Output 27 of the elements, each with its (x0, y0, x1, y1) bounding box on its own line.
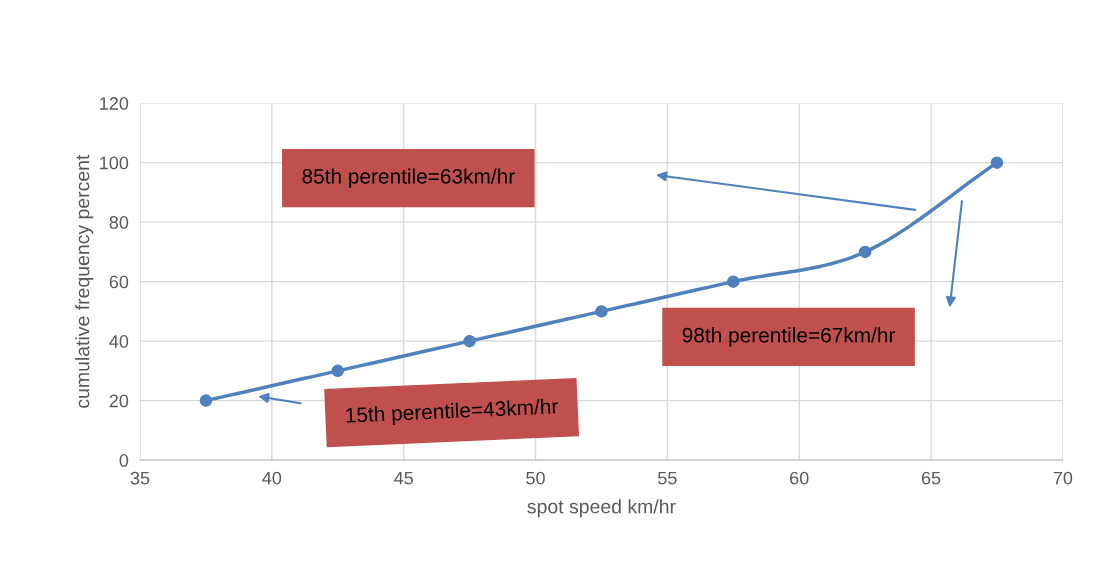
annotation: 15th perentile=43km/hr (346, 398, 559, 427)
point (463, 334, 476, 348)
annotation: 98th perentile=67km/hr (682, 327, 896, 347)
point (331, 364, 345, 378)
point (199, 394, 213, 407)
y-tick-label: 120 (100, 97, 129, 110)
annotation: 85th perentile=63km/hr (302, 168, 515, 188)
y-tick-label: 100 (100, 156, 129, 170)
x-tick-label: 70 (1053, 471, 1073, 485)
y-tick-label: 0 (119, 454, 129, 467)
point (990, 156, 1004, 169)
x-tick-label: 50 (526, 471, 545, 485)
point (727, 275, 740, 288)
y-axis-title: cumulative frequency percent (75, 154, 94, 408)
point (595, 305, 608, 318)
x-axis-title: spot speed km/hr (527, 499, 676, 518)
y-tick-label: 40 (109, 335, 129, 348)
point (858, 245, 872, 259)
x-tick-label: 60 (790, 471, 809, 485)
x-tick-label: 55 (658, 471, 677, 485)
y-tick-label: 80 (109, 216, 129, 229)
x-tick-label: 65 (921, 471, 941, 485)
y-tick-label: 20 (109, 394, 129, 408)
x-tick-label: 40 (262, 471, 282, 485)
x-tick-label: 35 (130, 471, 150, 485)
x-tick-label: 45 (394, 471, 413, 485)
y-tick-label: 60 (109, 275, 129, 289)
